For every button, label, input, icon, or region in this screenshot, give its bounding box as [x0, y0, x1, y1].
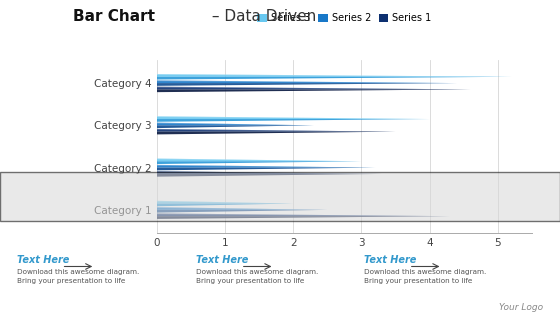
Polygon shape — [157, 168, 375, 170]
Polygon shape — [157, 203, 293, 206]
Polygon shape — [157, 171, 382, 174]
Text: Download this awesome diagram.
Bring your presentation to life: Download this awesome diagram. Bring you… — [196, 269, 318, 284]
Text: Download this awesome diagram.
Bring your presentation to life: Download this awesome diagram. Bring you… — [17, 269, 139, 284]
Polygon shape — [157, 201, 293, 203]
Polygon shape — [157, 216, 450, 219]
Polygon shape — [157, 123, 314, 125]
Polygon shape — [157, 129, 395, 132]
Polygon shape — [157, 158, 361, 161]
Polygon shape — [157, 125, 314, 128]
Polygon shape — [157, 165, 375, 168]
Polygon shape — [157, 161, 361, 164]
Text: Text Here: Text Here — [196, 255, 249, 265]
Polygon shape — [157, 116, 430, 119]
Polygon shape — [157, 165, 375, 168]
Polygon shape — [157, 207, 328, 210]
Polygon shape — [157, 210, 328, 213]
Polygon shape — [157, 123, 314, 125]
Polygon shape — [157, 83, 457, 86]
Text: Your Logo: Your Logo — [499, 303, 543, 312]
Text: – Data Driven: – Data Driven — [207, 9, 316, 25]
Polygon shape — [157, 207, 328, 210]
Polygon shape — [157, 80, 457, 83]
Polygon shape — [157, 214, 450, 216]
Polygon shape — [157, 214, 450, 216]
Polygon shape — [157, 158, 361, 161]
Text: Bar Chart: Bar Chart — [73, 9, 155, 25]
Text: Text Here: Text Here — [364, 255, 417, 265]
Polygon shape — [157, 119, 430, 122]
Polygon shape — [157, 80, 457, 83]
Polygon shape — [157, 129, 395, 132]
Polygon shape — [157, 74, 511, 77]
Polygon shape — [157, 201, 293, 203]
Polygon shape — [157, 87, 470, 89]
Polygon shape — [157, 89, 470, 92]
Text: Download this awesome diagram.
Bring your presentation to life: Download this awesome diagram. Bring you… — [364, 269, 486, 284]
Polygon shape — [157, 116, 430, 119]
Polygon shape — [157, 171, 382, 174]
Text: Text Here: Text Here — [17, 255, 69, 265]
Polygon shape — [157, 77, 511, 79]
Polygon shape — [157, 132, 395, 135]
Polygon shape — [157, 74, 511, 77]
Polygon shape — [157, 87, 470, 89]
Legend: Series 3, Series 2, Series 1: Series 3, Series 2, Series 1 — [253, 9, 436, 27]
Polygon shape — [157, 174, 382, 177]
